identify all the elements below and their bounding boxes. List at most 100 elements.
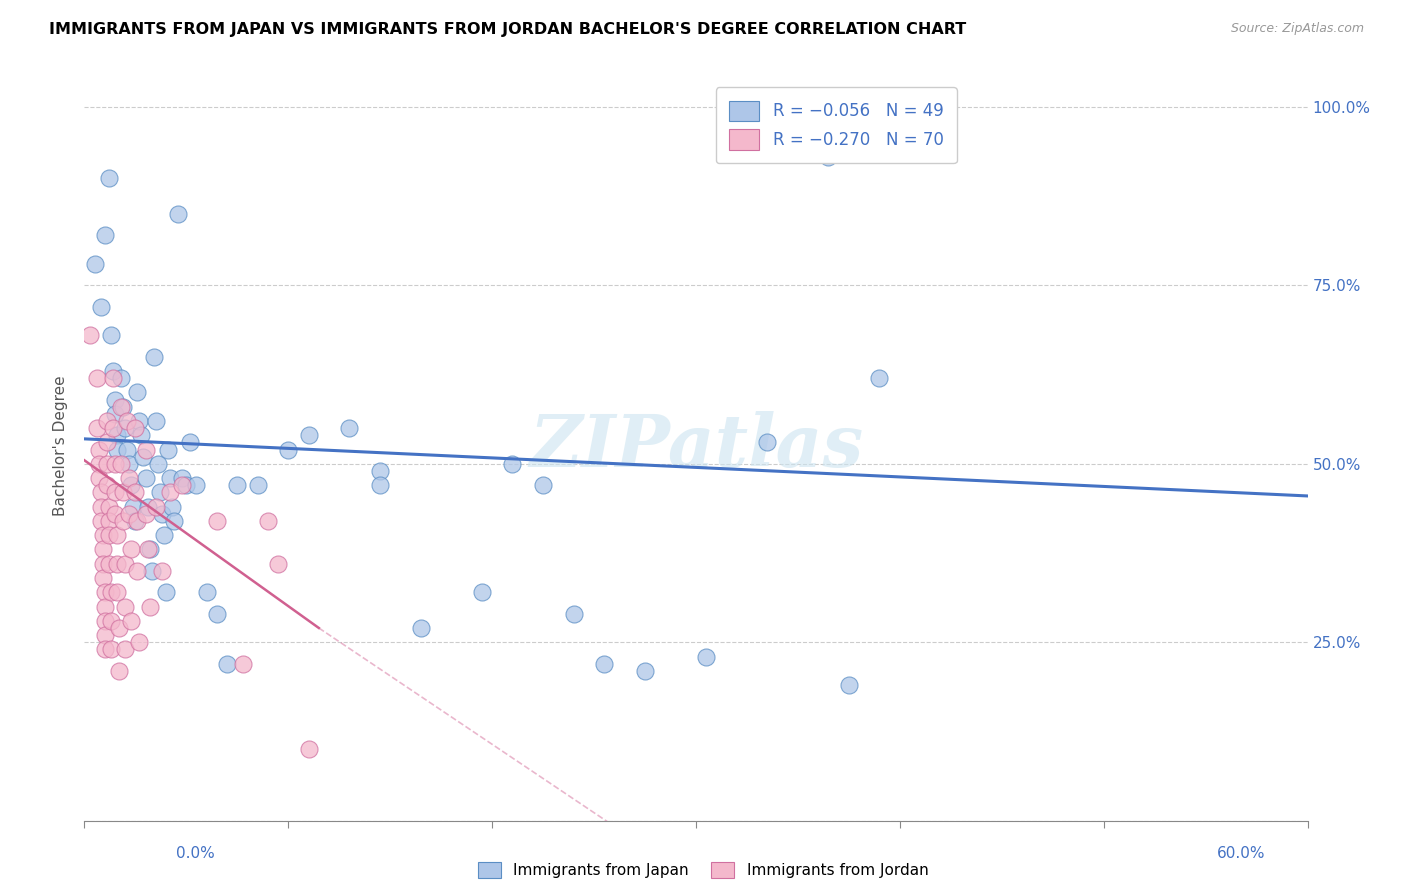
Point (163, 514, 186, 528)
Text: IMMIGRANTS FROM JAPAN VS IMMIGRANTS FROM JORDAN BACHELOR'S DEGREE CORRELATION CH: IMMIGRANTS FROM JAPAN VS IMMIGRANTS FROM… (49, 22, 966, 37)
Point (104, 507, 127, 521)
Point (127, 514, 149, 528)
Point (100, 614, 122, 628)
Point (298, 428, 321, 442)
Point (93, 585, 115, 599)
Point (100, 328, 122, 343)
Point (90, 500, 112, 514)
Y-axis label: Bachelor's Degree: Bachelor's Degree (53, 376, 69, 516)
Point (159, 485, 181, 500)
Point (562, 607, 585, 621)
Point (138, 599, 160, 614)
Point (149, 485, 172, 500)
Point (127, 564, 149, 578)
Point (838, 678, 860, 692)
Point (87, 457, 110, 471)
Point (104, 485, 127, 500)
Point (96, 478, 118, 492)
Point (120, 614, 142, 628)
Point (114, 642, 136, 657)
Point (105, 442, 128, 457)
Point (127, 385, 149, 400)
Point (368, 464, 391, 478)
Text: 0.0%: 0.0% (176, 846, 215, 861)
Point (145, 500, 167, 514)
Point (105, 428, 128, 442)
Point (756, 435, 779, 450)
Point (110, 400, 132, 414)
Point (104, 392, 127, 407)
Point (124, 514, 146, 528)
Point (93, 599, 115, 614)
Legend: R = −0.056   N = 49, R = −0.270   N = 70: R = −0.056 N = 49, R = −0.270 N = 70 (716, 87, 956, 163)
Point (136, 500, 159, 514)
Point (93, 642, 115, 657)
Point (97, 514, 120, 528)
Point (531, 478, 554, 492)
Point (817, 150, 839, 164)
Point (114, 421, 136, 435)
Point (205, 514, 228, 528)
Point (112, 485, 135, 500)
Point (87, 471, 110, 485)
Point (105, 528, 128, 542)
Point (105, 585, 128, 599)
Point (91, 571, 114, 585)
Point (195, 585, 218, 599)
Point (128, 414, 150, 428)
Point (86, 421, 108, 435)
Point (869, 371, 891, 385)
Point (135, 442, 157, 457)
Point (100, 585, 122, 599)
Point (277, 442, 299, 457)
Point (118, 507, 141, 521)
Legend: Immigrants from Japan, Immigrants from Jordan: Immigrants from Japan, Immigrants from J… (471, 856, 935, 884)
Point (110, 371, 132, 385)
Point (135, 471, 157, 485)
Point (96, 414, 118, 428)
Point (90, 300, 112, 314)
Point (97, 171, 120, 186)
Point (122, 500, 145, 514)
Point (100, 642, 122, 657)
Point (174, 478, 197, 492)
Point (110, 457, 132, 471)
Point (172, 471, 194, 485)
Point (124, 421, 146, 435)
Point (120, 542, 142, 557)
Point (108, 664, 131, 678)
Point (96, 457, 118, 471)
Point (179, 435, 201, 450)
Point (160, 500, 183, 514)
Point (155, 585, 177, 599)
Point (409, 621, 432, 635)
Point (93, 628, 115, 642)
Point (135, 507, 157, 521)
Point (115, 414, 138, 428)
Point (93, 614, 115, 628)
Point (167, 207, 190, 221)
Point (114, 599, 136, 614)
Point (112, 400, 135, 414)
Point (142, 350, 165, 364)
Point (246, 478, 269, 492)
Point (90, 485, 112, 500)
Point (205, 607, 228, 621)
Point (93, 228, 115, 243)
Point (232, 657, 254, 671)
Point (153, 528, 176, 542)
Point (593, 657, 616, 671)
Point (186, 478, 208, 492)
Point (471, 585, 494, 599)
Point (368, 478, 391, 492)
Point (118, 457, 141, 471)
Point (156, 442, 179, 457)
Point (105, 557, 128, 571)
Point (150, 564, 173, 578)
Point (131, 428, 153, 442)
Point (118, 471, 141, 485)
Point (114, 557, 136, 571)
Point (120, 478, 142, 492)
Point (339, 421, 361, 435)
Point (634, 664, 657, 678)
